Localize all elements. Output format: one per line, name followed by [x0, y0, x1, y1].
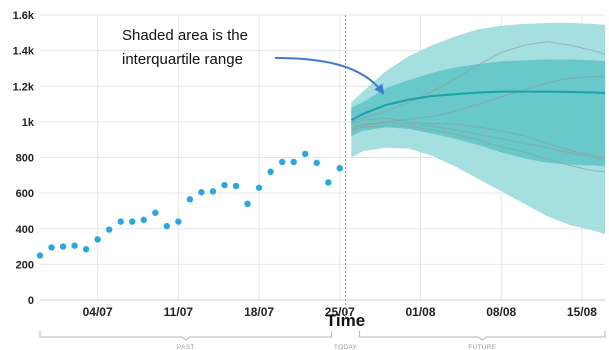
- observed-point: [232, 182, 240, 190]
- x-tick-label: 15/08: [567, 305, 597, 319]
- observed-point: [59, 243, 67, 250]
- observed-point: [244, 200, 251, 208]
- observed-point: [140, 216, 147, 224]
- y-tick-label: 600: [16, 188, 34, 200]
- observed-point: [198, 189, 205, 196]
- sample-line: [351, 41, 606, 123]
- observed-point: [94, 236, 101, 243]
- x-tick-label: 08/08: [486, 305, 516, 319]
- x-tick-label: 04/07: [83, 305, 113, 319]
- observed-point: [82, 246, 90, 253]
- observed-point: [313, 159, 320, 167]
- observed-point: [163, 222, 171, 230]
- interquartile-band: [351, 59, 605, 167]
- observed-point: [267, 168, 274, 175]
- median-line: [350, 90, 606, 121]
- sample-line: [351, 117, 606, 158]
- annotation: Shaded area is the interquartile range: [122, 27, 385, 95]
- y-tick-label: 1.4k: [13, 46, 35, 58]
- period-label-future: FUTURE: [468, 344, 497, 350]
- observed-point: [302, 150, 309, 158]
- annotation-line-2: interquartile range: [122, 51, 243, 68]
- observed-point: [48, 244, 55, 251]
- sample-line: [351, 124, 606, 173]
- sample-line: [351, 122, 606, 160]
- observed-point: [129, 218, 136, 225]
- forecast-bands: [351, 23, 605, 235]
- x-tick-label: 18/07: [244, 305, 274, 319]
- observed-point: [152, 209, 159, 216]
- annotation-line-1: Shaded area is the: [122, 27, 248, 44]
- sample-line: [351, 75, 606, 128]
- x-axis-title: Time: [326, 311, 365, 330]
- y-tick-label: 400: [16, 224, 34, 236]
- x-tick-label: 01/08: [405, 305, 435, 319]
- observed-point: [221, 181, 228, 189]
- observed-point: [71, 242, 78, 249]
- observed-point: [209, 188, 217, 195]
- observed-points: [36, 150, 343, 259]
- x-tick-label: 25/07: [325, 305, 355, 319]
- x-tick-label: 11/07: [164, 305, 194, 319]
- observed-point: [290, 158, 297, 166]
- observed-point: [325, 179, 332, 186]
- y-tick-label: 800: [16, 153, 34, 165]
- future-bracket: [359, 331, 606, 341]
- y-tick-label: 0: [28, 295, 34, 307]
- forecast-median: [350, 90, 606, 121]
- observed-point: [36, 252, 44, 259]
- observed-point: [336, 164, 343, 172]
- past-bracket: [39, 331, 333, 341]
- observed-point: [105, 226, 113, 233]
- axes: 0 200 400 600 800 1k 1.2k 1.4k 1.6k 04/07 11/07 18/…: [13, 10, 606, 350]
- forecast-sample-lines: [351, 41, 606, 173]
- observed-point: [186, 196, 194, 203]
- y-tick-label: 1.2k: [13, 81, 35, 93]
- today-label: TODAY: [334, 344, 358, 350]
- observed-point: [278, 158, 286, 166]
- y-tick-label: 1.6k: [13, 10, 35, 22]
- observed-point: [175, 218, 182, 225]
- annotation-arrow: [274, 57, 385, 95]
- y-tick-label: 1k: [22, 117, 35, 129]
- observed-point: [117, 218, 124, 225]
- observed-point: [255, 184, 263, 191]
- y-tick-label: 200: [16, 259, 34, 271]
- period-label-past: PAST: [177, 344, 195, 350]
